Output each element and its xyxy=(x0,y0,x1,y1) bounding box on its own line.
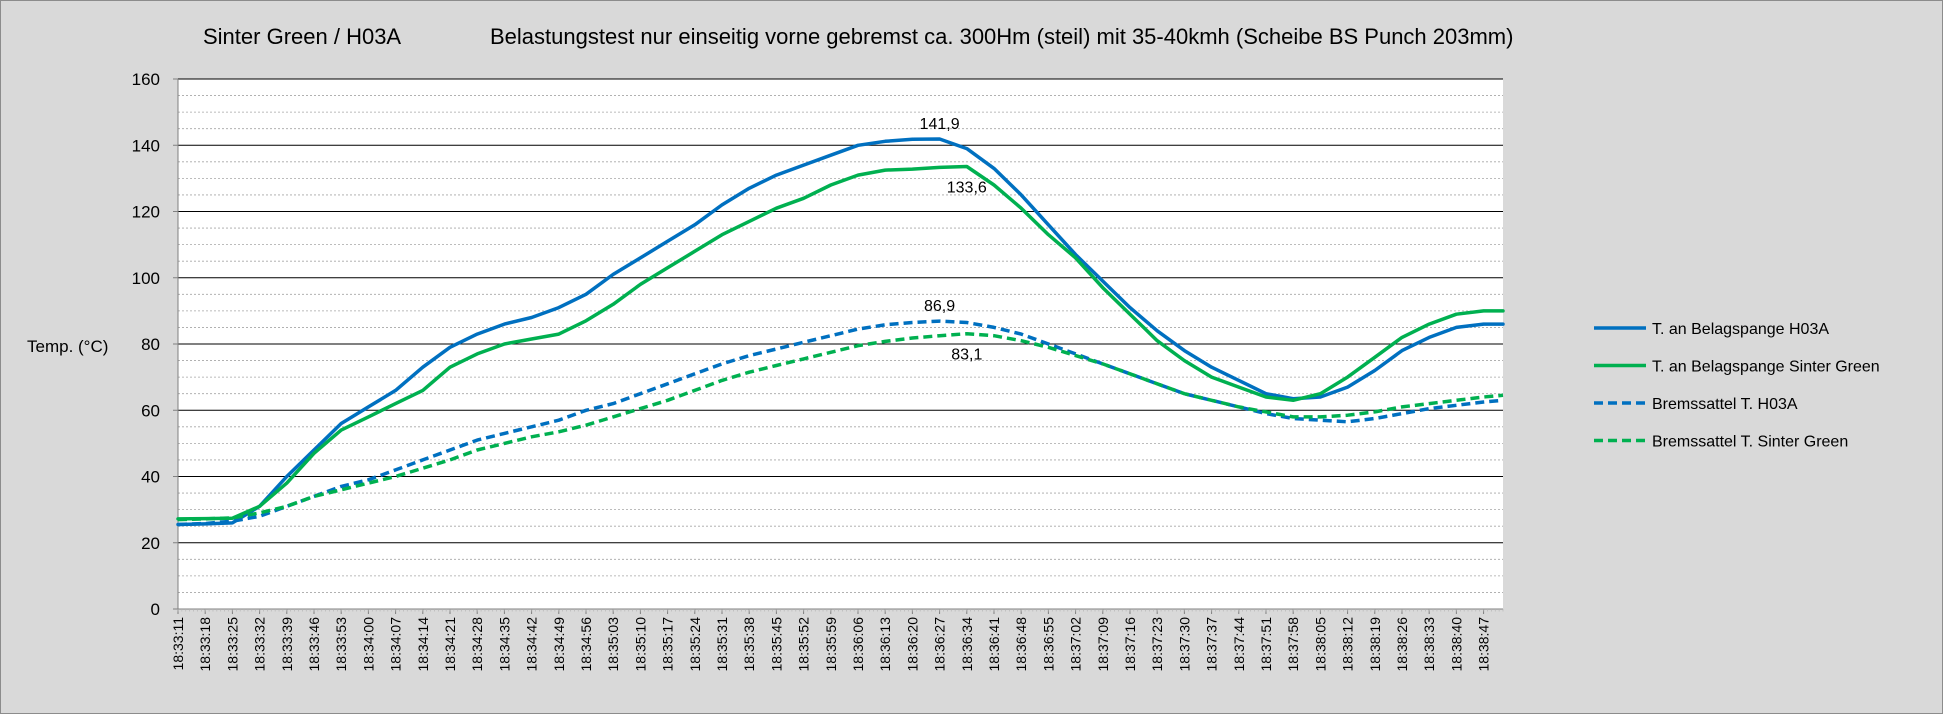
x-tick-label: 18:37:30 xyxy=(1176,617,1192,672)
x-tick-label: 18:37:58 xyxy=(1285,617,1301,672)
x-tick-label: 18:34:56 xyxy=(578,617,594,672)
annotation-label: 133,6 xyxy=(947,179,987,196)
x-tick-label: 18:34:49 xyxy=(551,617,567,672)
x-tick-label: 18:34:07 xyxy=(388,617,404,672)
x-tick-label: 18:38:12 xyxy=(1340,617,1356,672)
x-tick-label: 18:34:35 xyxy=(496,617,512,672)
x-tick-label: 18:35:31 xyxy=(714,617,730,672)
chart-title-left: Sinter Green / H03A xyxy=(203,24,401,49)
legend-entry: Bremssattel T. H03A xyxy=(1652,396,1798,413)
x-tick-label: 18:38:26 xyxy=(1394,617,1410,672)
y-tick-label: 40 xyxy=(141,468,160,487)
y-tick-label: 80 xyxy=(141,335,160,354)
y-tick-labels: 0 20 40 60 80 100 120 140 160 xyxy=(132,70,178,619)
x-tick-label: 18:33:46 xyxy=(306,617,322,672)
legend: T. an Belagspange H03A T. an Belagspange … xyxy=(1594,321,1880,451)
x-tick-label: 18:37:16 xyxy=(1122,617,1138,672)
x-tick-label: 18:35:38 xyxy=(741,617,757,672)
x-tick-label: 18:36:55 xyxy=(1040,617,1056,672)
x-tick-label: 18:38:19 xyxy=(1367,617,1383,672)
series-lines xyxy=(176,137,1505,527)
annotation-label: 141,9 xyxy=(920,116,960,133)
x-tick-label: 18:35:45 xyxy=(768,617,784,672)
series-line-1 xyxy=(176,137,1505,527)
x-tick-label: 18:36:13 xyxy=(877,617,893,672)
annotation-label: 86,9 xyxy=(924,298,955,315)
data-annotations: 141,9 133,6 86,9 83,1 xyxy=(920,116,987,364)
legend-entry: T. an Belagspange Sinter Green xyxy=(1652,359,1880,376)
x-tick-label: 18:36:06 xyxy=(850,617,866,672)
annotation-label: 83,1 xyxy=(951,347,982,364)
x-tick-label: 18:38:05 xyxy=(1312,617,1328,672)
x-tick-label: 18:33:39 xyxy=(279,617,295,672)
x-tick-label: 18:35:59 xyxy=(823,617,839,672)
series-line-3 xyxy=(177,319,1504,527)
series-line-2 xyxy=(176,164,1505,521)
y-tick-label: 160 xyxy=(132,70,160,89)
x-tick-label: 18:34:14 xyxy=(415,617,431,672)
x-tick-label: 18:34:42 xyxy=(524,617,540,672)
x-tick-label: 18:37:02 xyxy=(1068,617,1084,672)
chart-title-right: Belastungstest nur einseitig vorne gebre… xyxy=(490,24,1513,49)
y-tick-label: 100 xyxy=(132,269,160,288)
y-axis-label: Temp. (°C) xyxy=(27,337,108,356)
x-tick-label: 18:35:24 xyxy=(687,617,703,672)
x-tick-label: 18:37:23 xyxy=(1149,617,1165,672)
series-line-4 xyxy=(177,331,1504,522)
x-tick-label: 18:35:17 xyxy=(660,617,676,672)
x-tick-label: 18:36:34 xyxy=(959,617,975,672)
x-tick-label: 18:36:27 xyxy=(932,617,948,672)
x-tick-label: 18:33:53 xyxy=(333,617,349,672)
legend-entry: T. an Belagspange H03A xyxy=(1652,321,1829,338)
x-tick-label: 18:36:41 xyxy=(986,617,1002,672)
x-tick-label: 18:34:00 xyxy=(360,617,376,672)
x-tick-label: 18:38:47 xyxy=(1476,617,1492,672)
x-tick-label: 18:33:18 xyxy=(197,617,213,672)
x-tick-label: 18:38:33 xyxy=(1421,617,1437,672)
x-tick-label: 18:37:44 xyxy=(1231,617,1247,672)
x-tick-label: 18:35:10 xyxy=(632,617,648,672)
x-tick-label: 18:33:25 xyxy=(224,617,240,672)
y-tick-label: 0 xyxy=(151,600,160,619)
x-tick-label: 18:35:03 xyxy=(605,617,621,672)
x-tick-label: 18:37:51 xyxy=(1258,617,1274,672)
y-tick-label: 140 xyxy=(132,136,160,155)
x-tick-labels: 18:33:11 18:33:18 18:33:25 18:33:32 18:33:39… xyxy=(170,609,1504,672)
y-tick-label: 120 xyxy=(132,203,160,222)
x-tick-label: 18:34:21 xyxy=(442,617,458,672)
x-tick-label: 18:33:32 xyxy=(252,617,268,672)
x-tick-label: 18:38:40 xyxy=(1448,617,1464,672)
legend-entry: Bremssattel T. Sinter Green xyxy=(1652,434,1848,451)
x-tick-label: 18:33:11 xyxy=(170,617,186,671)
x-tick-label: 18:35:52 xyxy=(796,617,812,672)
y-tick-label: 20 xyxy=(141,534,160,553)
x-tick-label: 18:36:20 xyxy=(904,617,920,672)
y-tick-label: 60 xyxy=(141,401,160,420)
x-tick-label: 18:37:09 xyxy=(1095,617,1111,672)
x-tick-label: 18:37:37 xyxy=(1204,617,1220,672)
x-tick-label: 18:34:28 xyxy=(469,617,485,672)
x-tick-label: 18:36:48 xyxy=(1013,617,1029,672)
